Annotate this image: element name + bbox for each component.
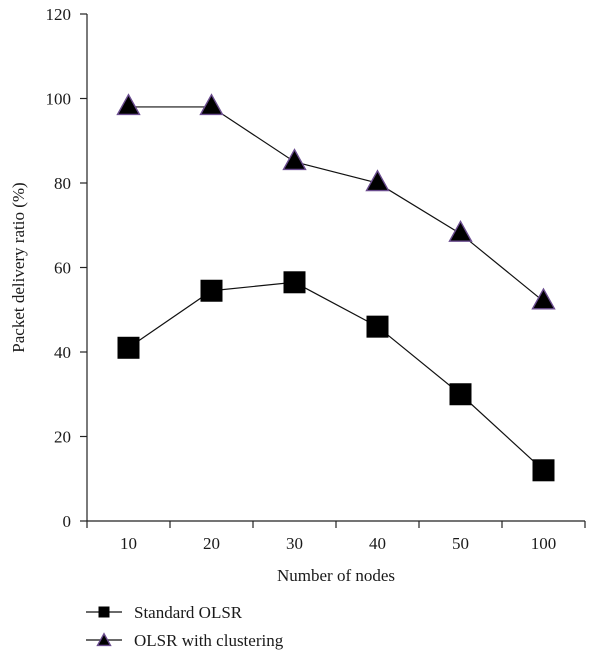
y-tick-label: 120 — [46, 5, 72, 24]
y-tick-label: 20 — [54, 428, 71, 447]
legend-marker-triangle — [96, 632, 112, 647]
legend-label: OLSR with clustering — [134, 631, 284, 650]
series-layer — [116, 93, 556, 482]
x-tick-label: 50 — [452, 534, 469, 553]
data-point-square — [449, 383, 472, 406]
x-tick-label: 20 — [203, 534, 220, 553]
x-axis-title: Number of nodes — [277, 566, 395, 585]
y-tick-label: 40 — [54, 343, 71, 362]
x-tick-label: 40 — [369, 534, 386, 553]
series-square — [117, 271, 555, 482]
y-tick-label: 80 — [54, 174, 71, 193]
data-point-triangle — [282, 148, 307, 171]
y-axis-title: Packet delivery ratio (%) — [9, 182, 28, 352]
axes: 0 20 40 60 80 100 120 10 20 30 40 50 100 Number of no… — [9, 5, 586, 585]
legend: Standard OLSR OLSR with clustering — [86, 603, 284, 650]
x-tick-label: 10 — [120, 534, 137, 553]
x-tick-label: 100 — [531, 534, 557, 553]
legend-item: Standard OLSR — [86, 603, 243, 622]
legend-label: Standard OLSR — [134, 603, 243, 622]
data-point-square — [283, 271, 306, 294]
data-point-triangle — [448, 219, 473, 242]
series-line — [128, 281, 544, 471]
data-point-triangle — [116, 93, 141, 116]
data-point-square — [366, 315, 389, 338]
y-tick-label: 60 — [54, 259, 71, 278]
data-point-square — [200, 279, 223, 302]
x-tick-label: 30 — [286, 534, 303, 553]
data-point-triangle — [531, 287, 556, 310]
series-line — [128, 106, 544, 302]
y-tick-label: 100 — [46, 90, 72, 109]
legend-marker-square — [98, 606, 110, 618]
y-tick-label: 0 — [63, 512, 72, 531]
legend-item: OLSR with clustering — [86, 631, 284, 650]
series-triangle — [116, 93, 556, 310]
data-point-triangle — [199, 93, 224, 116]
data-point-square — [532, 459, 555, 482]
data-point-square — [117, 336, 140, 359]
data-point-triangle — [365, 169, 390, 192]
